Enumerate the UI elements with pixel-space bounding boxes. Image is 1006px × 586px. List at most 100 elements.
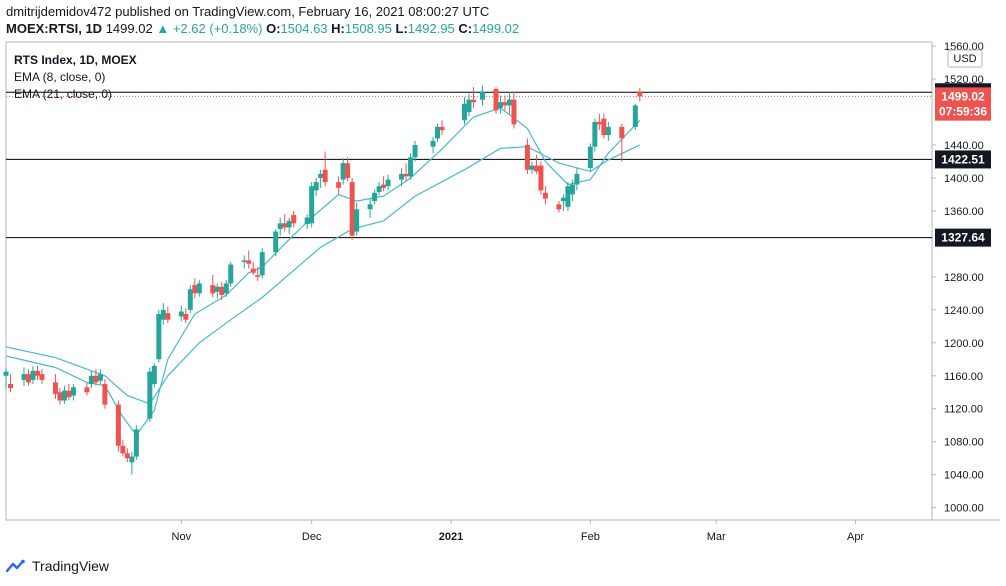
y-tick-label: 1520.00: [944, 74, 984, 86]
candle-body: [502, 102, 508, 106]
candle: [115, 400, 121, 452]
candle-body: [183, 313, 189, 320]
candle: [466, 93, 472, 117]
candle: [34, 365, 40, 380]
candle: [381, 176, 387, 192]
low-value: 1492.95: [407, 21, 455, 36]
candle: [313, 177, 319, 197]
candle-body: [187, 289, 193, 310]
candle-body: [538, 165, 544, 191]
candle: [354, 202, 360, 236]
high-value: 1508.95: [344, 21, 392, 36]
candle: [255, 266, 261, 281]
price-label-text: 1499.02: [941, 89, 985, 103]
candle: [538, 161, 544, 195]
candle-body: [34, 370, 40, 376]
candle: [165, 306, 171, 324]
y-tick-label: 1120.00: [944, 404, 983, 416]
currency-label[interactable]: USD: [953, 53, 976, 65]
candle-body: [592, 121, 598, 147]
candle-body: [214, 286, 220, 292]
candle-body: [340, 163, 346, 180]
x-tick-label: Feb: [581, 531, 600, 543]
candle: [632, 103, 638, 131]
tradingview-logo-icon[interactable]: [6, 559, 28, 573]
candle-body: [587, 146, 593, 169]
candle: [25, 369, 31, 386]
candle: [273, 229, 279, 257]
candle-body: [385, 179, 391, 187]
candle: [196, 280, 202, 297]
candle: [493, 87, 499, 114]
candle-body: [605, 126, 611, 136]
candle-body: [637, 91, 643, 97]
candle: [372, 189, 378, 205]
candle: [304, 214, 310, 230]
candle-body: [133, 429, 139, 457]
candle-body: [619, 126, 625, 139]
candle: [318, 169, 324, 188]
candle-body: [565, 186, 571, 207]
footer-brand[interactable]: TradingView: [32, 558, 110, 574]
candle: [349, 177, 355, 240]
candle: [470, 87, 476, 108]
candle: [219, 281, 225, 300]
change-arrow-icon: ▲: [156, 21, 170, 36]
candle: [282, 214, 288, 232]
candle-body: [273, 231, 279, 253]
high-label: H:: [331, 21, 345, 36]
candle-body: [165, 313, 171, 320]
candle: [277, 217, 283, 236]
price-label-text: 1327.64: [941, 231, 985, 245]
ema-slow-legend: EMA (21, close, 0): [14, 87, 112, 101]
candle-body: [147, 371, 153, 419]
candle-body: [462, 103, 468, 121]
candle: [147, 367, 153, 422]
candle-body: [3, 371, 9, 376]
candle-body: [412, 145, 418, 158]
candle: [88, 370, 94, 389]
candle-body: [381, 184, 387, 188]
price-label-text: 1422.51: [941, 152, 985, 166]
candle-body: [57, 392, 63, 401]
y-tick-label: 1160.00: [944, 371, 983, 383]
open-label: O:: [266, 21, 281, 36]
candle-body: [196, 283, 202, 294]
candle-body: [574, 173, 580, 185]
candle-body: [39, 374, 45, 380]
candle-body: [178, 311, 184, 317]
candle: [506, 91, 512, 114]
candle-body: [277, 223, 283, 230]
candle: [542, 186, 548, 205]
candle: [241, 255, 247, 269]
publish-info: dmitrijdemidov472 published on TradingVi…: [6, 4, 490, 19]
candle-body: [336, 182, 342, 188]
y-tick-label: 1040.00: [944, 470, 984, 482]
candle: [367, 199, 373, 218]
candle-body: [309, 186, 315, 224]
candle-body: [282, 223, 288, 228]
candle-body: [367, 204, 373, 210]
candle: [30, 365, 36, 385]
candle: [309, 182, 315, 228]
candle: [574, 168, 580, 191]
y-tick-label: 1400.00: [944, 173, 984, 185]
candle-body: [511, 99, 517, 125]
candle-body: [479, 91, 485, 100]
candle-body: [30, 370, 36, 380]
candle: [183, 308, 189, 324]
currency-button[interactable]: USD: [947, 49, 983, 68]
candle-body: [84, 387, 90, 393]
candle: [345, 157, 351, 182]
ema-slow-line: [5, 144, 641, 405]
candle-body: [304, 217, 310, 225]
candle-body: [435, 126, 441, 139]
candle-body: [497, 102, 503, 108]
candle-body: [241, 260, 247, 263]
candle-body: [115, 404, 121, 446]
candle: [511, 91, 517, 129]
candle-body: [21, 374, 27, 380]
low-label: L:: [395, 21, 408, 36]
candle: [605, 121, 611, 141]
